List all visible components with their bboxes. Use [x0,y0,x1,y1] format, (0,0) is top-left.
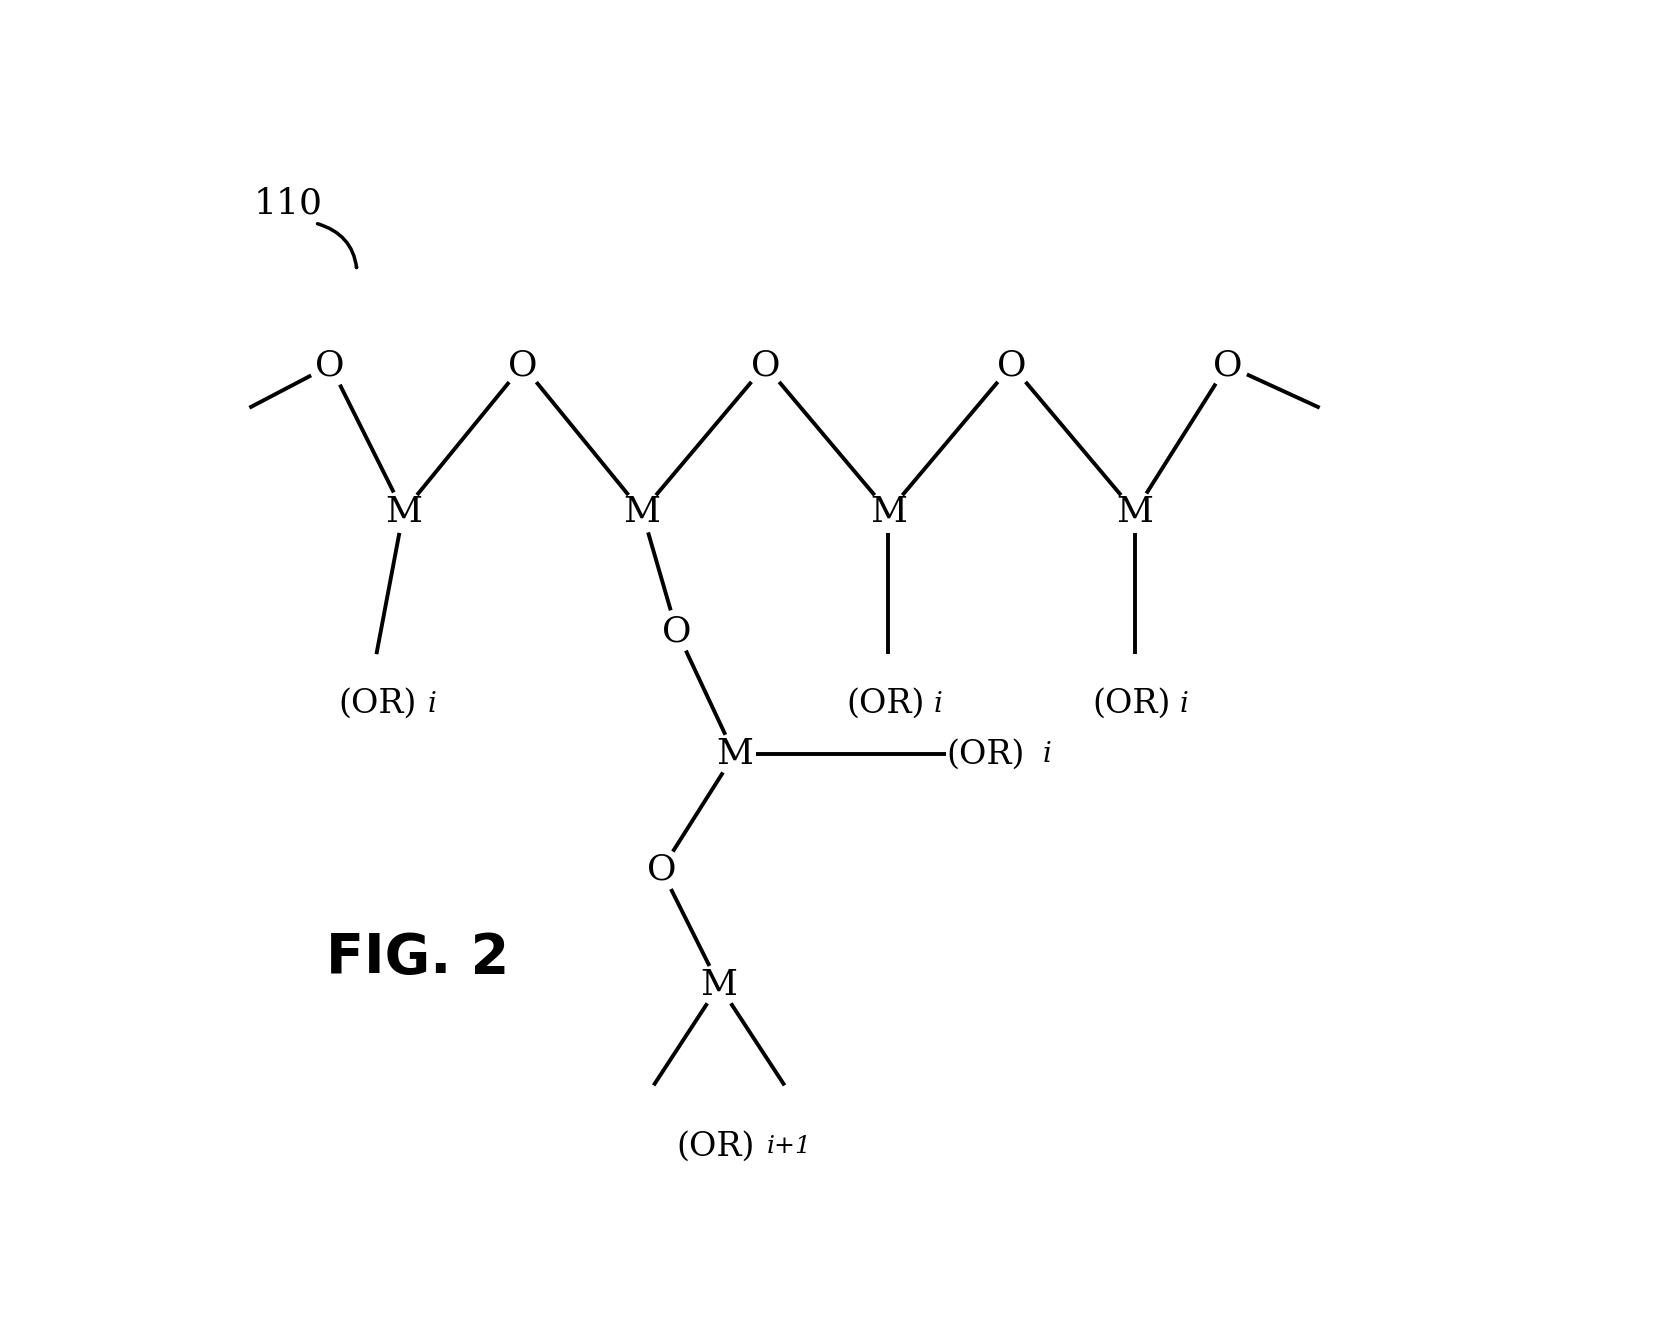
Text: (OR): (OR) [1093,689,1171,720]
Text: (OR): (OR) [337,689,417,720]
Text: M: M [716,737,753,772]
Text: (OR): (OR) [847,689,925,720]
Text: O: O [508,348,538,383]
Text: (OR): (OR) [676,1130,756,1163]
Text: O: O [316,348,346,383]
Text: O: O [1212,348,1242,383]
Text: M: M [385,495,422,529]
Text: i: i [1042,741,1052,768]
Text: 110: 110 [253,187,323,220]
Text: M: M [870,495,906,529]
Text: O: O [751,348,781,383]
Text: (OR): (OR) [946,739,1024,770]
Text: O: O [647,853,676,886]
Text: i: i [1179,691,1189,718]
Text: O: O [662,615,691,648]
FancyArrowPatch shape [318,224,357,268]
Text: FIG. 2: FIG. 2 [326,931,509,985]
Text: M: M [1116,495,1153,529]
Text: i: i [428,691,437,718]
Text: M: M [624,495,660,529]
Text: i+1: i+1 [767,1136,812,1158]
Text: M: M [701,968,738,1002]
Text: O: O [997,348,1027,383]
Text: i: i [933,691,943,718]
